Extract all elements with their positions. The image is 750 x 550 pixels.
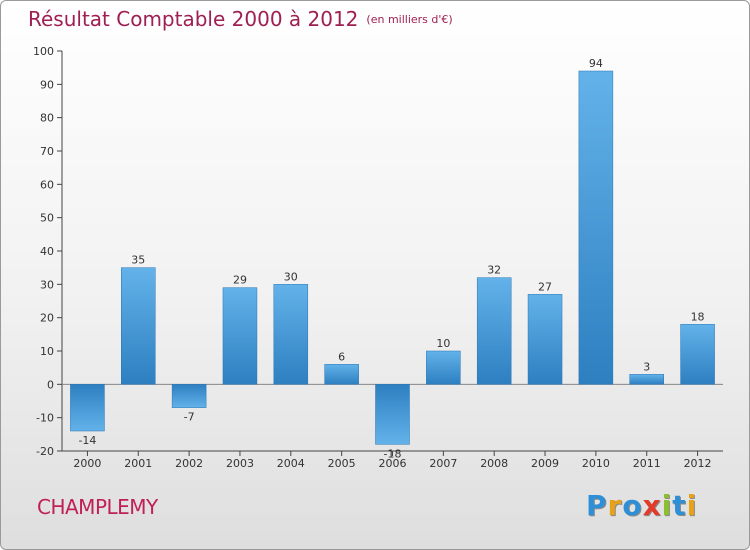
- logo-letter: P: [586, 489, 608, 522]
- data-label: 18: [691, 310, 705, 323]
- bar: [70, 384, 105, 432]
- y-tick-label: 70: [40, 145, 54, 158]
- x-tick-label: 2006: [379, 457, 407, 470]
- commune-name: CHAMPLEMY: [37, 495, 158, 519]
- bar: [324, 364, 359, 385]
- y-tick-label: 0: [47, 378, 54, 391]
- title-text: Résultat Comptable 2000 à 2012: [28, 7, 359, 31]
- logo-letter: r: [607, 489, 623, 522]
- bar: [426, 350, 461, 385]
- bar: [273, 284, 309, 385]
- x-tick-label: 2008: [480, 457, 508, 470]
- x-tick-label: 2004: [277, 457, 305, 470]
- y-tick-label: 30: [40, 278, 54, 291]
- x-tick-label: 2003: [226, 457, 254, 470]
- x-tick-label: 2009: [531, 457, 559, 470]
- y-tick-label: 50: [40, 212, 54, 225]
- data-label: -7: [184, 411, 195, 424]
- y-tick-label: 100: [33, 45, 54, 58]
- bar: [171, 384, 207, 408]
- y-tick-label: 80: [40, 112, 54, 125]
- bar: [121, 267, 156, 385]
- x-tick-label: 2005: [328, 457, 356, 470]
- y-tick-label: -20: [36, 445, 54, 458]
- proxiti-logo: Proxiti: [586, 489, 697, 522]
- data-label: 94: [589, 57, 603, 70]
- x-tick-label: 2002: [175, 457, 203, 470]
- x-tick-label: 2000: [73, 457, 101, 470]
- chart-title: Résultat Comptable 2000 à 2012 (en millie…: [28, 7, 453, 31]
- bar: [629, 374, 664, 385]
- bar: [680, 324, 715, 385]
- bar: [222, 287, 258, 385]
- y-tick-label: 90: [40, 78, 54, 91]
- bar: [476, 277, 512, 385]
- logo-letter: t: [672, 489, 687, 522]
- data-label: -14: [78, 434, 96, 447]
- logo-letter: i: [686, 489, 698, 522]
- bar: [375, 384, 410, 445]
- data-label: 10: [436, 337, 450, 350]
- bar: [578, 70, 614, 385]
- data-label: 35: [131, 254, 145, 267]
- y-tick-label: -10: [36, 412, 54, 425]
- y-tick-label: 60: [40, 178, 54, 191]
- logo-letter: o: [622, 489, 643, 522]
- data-label: 29: [233, 274, 247, 287]
- x-tick-label: 2001: [124, 457, 152, 470]
- x-tick-label: 2007: [429, 457, 457, 470]
- data-label: 27: [538, 280, 552, 293]
- logo-letter: i: [661, 489, 673, 522]
- x-tick-label: 2010: [582, 457, 610, 470]
- data-label: 30: [284, 270, 298, 283]
- x-tick-label: 2011: [633, 457, 661, 470]
- y-tick-label: 40: [40, 245, 54, 258]
- x-tick-label: 2012: [684, 457, 712, 470]
- y-tick-label: 10: [40, 345, 54, 358]
- title-unit: (en milliers d'€): [366, 13, 453, 26]
- data-label: 32: [487, 264, 501, 277]
- data-label: 3: [643, 360, 650, 373]
- data-label: -18: [384, 447, 402, 460]
- logo-letter: x: [642, 489, 662, 522]
- y-tick-label: 20: [40, 312, 54, 325]
- bar: [527, 294, 563, 385]
- data-label: 6: [338, 350, 345, 363]
